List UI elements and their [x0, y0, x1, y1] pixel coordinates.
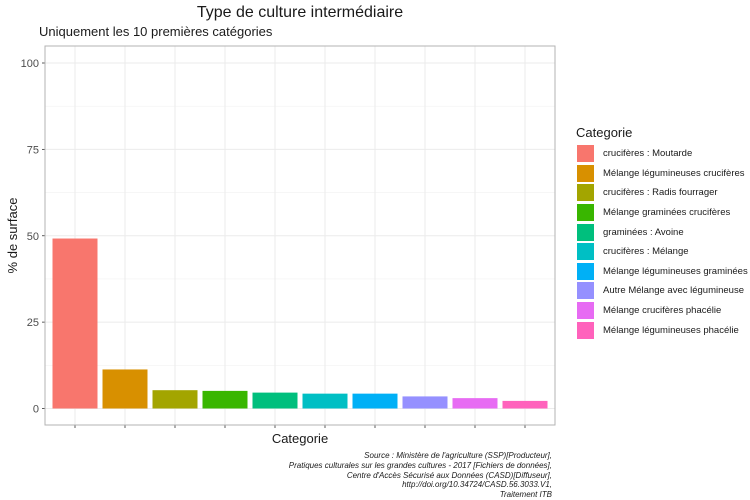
caption-line: http://doi.org/10.34724/CASD.56.3033.V1,: [402, 480, 552, 490]
bar-chart: 0 25 50 75 100 Categorie % de surface: [5, 45, 556, 446]
legend-label: Mélange légumineuses graminées: [603, 265, 748, 277]
caption-line: Traitement ITB: [499, 490, 552, 500]
legend-label: Mélange graminées crucifères: [603, 207, 731, 219]
y-axis-title: % de surface: [5, 198, 20, 274]
bar-2: [102, 369, 148, 409]
legend-item: graminées : Avoine: [577, 222, 748, 242]
legend-swatch: [577, 321, 594, 339]
legend-label: Mélange légumineuses crucifères: [603, 167, 745, 179]
caption-line: Source : Ministère de l'agriculture (SSP…: [364, 451, 552, 460]
legend-label: crucifères : Mélange: [603, 246, 689, 258]
legend-label: graminées : Avoine: [603, 226, 684, 238]
legend-swatch: [577, 302, 594, 320]
legend-item: Mélange légumineuses graminées: [577, 262, 748, 282]
legend-label: Mélange légumineuses phacélie: [603, 324, 739, 336]
bar-6: [302, 393, 348, 409]
chart-subtitle: Uniquement les 10 premières catégories: [39, 24, 273, 39]
legend-item: Mélange légumineuses crucifères: [577, 164, 748, 184]
legend: crucifères : Moutarde Mélange légumineuse…: [577, 144, 748, 340]
legend-swatch: [577, 164, 594, 182]
legend-item: Mélange graminées crucifères: [577, 203, 748, 223]
legend-label: Mélange crucifères phacélie: [603, 305, 722, 317]
caption-line: Pratiques culturales sur les grandes cul…: [288, 460, 552, 470]
legend-item: crucifères : Radis fourrager: [577, 183, 748, 203]
legend-swatch: [577, 204, 594, 222]
bar-3: [152, 390, 198, 409]
y-tick-label: 75: [27, 144, 39, 156]
legend-title: Categorie: [576, 125, 633, 140]
caption-line: Centre d'Accès Sécurisé aux Données (CAS…: [346, 470, 552, 480]
legend-item: Autre Mélange avec légumineuse: [577, 281, 748, 301]
legend-item: Mélange légumineuses phacélie: [577, 320, 748, 340]
legend-item: Mélange crucifères phacélie: [577, 301, 748, 321]
bar-4: [202, 390, 248, 409]
y-tick-label: 0: [33, 404, 39, 416]
source-caption: Source : Ministère de l'agriculture (SSP…: [222, 451, 552, 500]
bar-10: [502, 400, 548, 409]
y-tick-label: 25: [27, 317, 39, 329]
legend-label: crucifères : Radis fourrager: [603, 187, 718, 199]
legend-label: Autre Mélange avec légumineuse: [603, 285, 745, 297]
legend-swatch: [577, 262, 594, 280]
legend-swatch: [577, 223, 594, 241]
bar-8: [402, 396, 448, 409]
chart-title: Type de culture intermédiaire: [196, 4, 404, 21]
bar-5: [252, 392, 298, 409]
legend-swatch: [577, 145, 594, 163]
x-axis-title: Categorie: [272, 431, 328, 446]
bar-7: [352, 393, 398, 409]
legend-item: crucifères : Moutarde: [577, 144, 748, 164]
y-tick-label: 50: [27, 231, 39, 243]
legend-item: crucifères : Mélange: [577, 242, 748, 262]
panel-border: [44, 45, 556, 426]
legend-label: crucifères : Moutarde: [603, 148, 693, 160]
bar-9: [452, 398, 498, 409]
legend-swatch: [577, 184, 594, 202]
legend-swatch: [577, 243, 594, 261]
bar-1: [52, 238, 98, 409]
legend-swatch: [577, 282, 594, 300]
y-tick-label: 100: [21, 58, 39, 70]
